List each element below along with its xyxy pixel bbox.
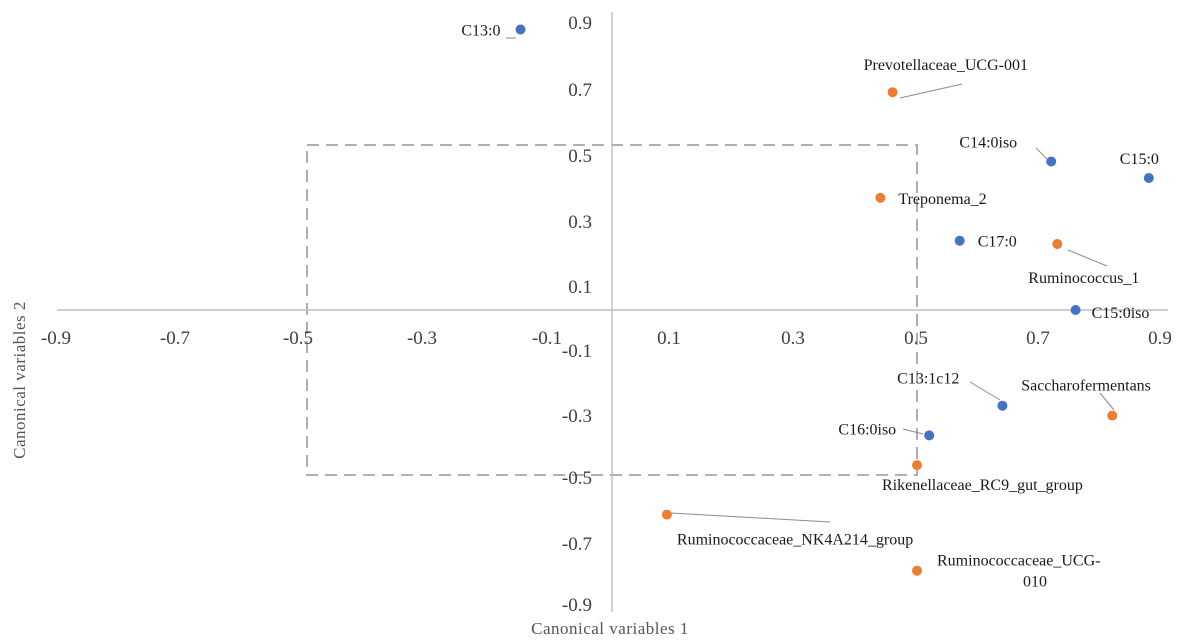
leader-line	[969, 381, 1001, 401]
data-label: C15:0iso	[1092, 305, 1150, 322]
y-tick-label: 0.7	[568, 80, 592, 101]
data-point	[912, 565, 922, 576]
x-tick-label: 0.1	[657, 328, 681, 349]
leader-lines-layer	[506, 37, 1115, 523]
leader-line	[1067, 249, 1108, 267]
data-label: Ruminococcaceae_NK4A214_group	[677, 532, 913, 549]
data-point	[515, 24, 526, 35]
data-label: C16:0iso	[838, 421, 896, 438]
points-layer	[515, 24, 1154, 576]
data-point	[1046, 156, 1057, 167]
data-point	[875, 192, 886, 203]
data-point	[1107, 410, 1118, 421]
x-tick-label: -0.7	[160, 328, 190, 349]
data-point	[1143, 173, 1154, 183]
x-tick-label: 0.7	[1026, 328, 1050, 349]
leader-line	[902, 428, 924, 435]
data-label: C15:0	[1120, 151, 1159, 168]
y-tick-label: 0.3	[568, 212, 592, 233]
data-label: C13:1c12	[897, 371, 959, 388]
y-tick-label: -0.3	[562, 406, 592, 427]
data-point	[997, 400, 1008, 411]
x-tick-label: -0.5	[283, 328, 313, 349]
data-point	[887, 87, 898, 98]
y-axis-title: Canonical variables 2	[10, 301, 29, 459]
y-tick-label: -0.1	[562, 341, 592, 362]
x-tick-label: 0.5	[904, 328, 928, 349]
data-label: Prevotellaceae_UCG-001	[864, 57, 1028, 74]
x-tick-label: 0.9	[1148, 328, 1172, 349]
data-point	[1052, 239, 1063, 249]
data-point	[954, 235, 965, 246]
y-tick-label: 0.9	[568, 13, 592, 34]
data-label: Ruminococcaceae_UCG-010	[937, 553, 1100, 591]
y-tick-label: 0.1	[568, 277, 592, 298]
x-tick-label: -0.9	[41, 328, 71, 349]
data-point	[924, 430, 935, 441]
data-point	[912, 460, 922, 471]
data-label: Ruminococcus_1	[1028, 270, 1139, 287]
data-label: C14:0iso	[959, 135, 1017, 152]
y-tick-label: 0.5	[568, 146, 592, 167]
leader-line	[1099, 392, 1115, 411]
x-axis-title: Canonical variables 1	[531, 619, 689, 638]
x-tick-label: 0.3	[781, 328, 805, 349]
data-label: Saccharofermentans	[1021, 378, 1151, 395]
data-point	[1070, 305, 1081, 315]
data-label: C17:0	[978, 234, 1017, 251]
leader-line	[670, 512, 831, 523]
y-tick-label: -0.5	[562, 468, 592, 489]
axes-layer	[57, 12, 1168, 612]
data-label: Treponema_2	[898, 191, 986, 208]
point-labels-layer: C13:0 C14:0iso C15:0 C17:0 C15:0iso C13:1c12 C…	[461, 23, 1159, 591]
leader-line	[899, 83, 963, 99]
y-tick-label: -0.7	[562, 534, 592, 555]
x-tick-label: -0.3	[407, 328, 437, 349]
data-label: Rikenellaceae_RC9_gut_group	[882, 477, 1083, 494]
tick-labels-layer: -0.9 -0.7 -0.5 -0.3 -0.1 0.1 0.3 0.5 0.7 0.9 0.9 0.…	[41, 13, 1172, 616]
data-point	[661, 509, 672, 520]
y-tick-label: -0.9	[562, 595, 592, 616]
x-tick-label: -0.1	[532, 328, 562, 349]
data-label: C13:0	[461, 23, 500, 40]
